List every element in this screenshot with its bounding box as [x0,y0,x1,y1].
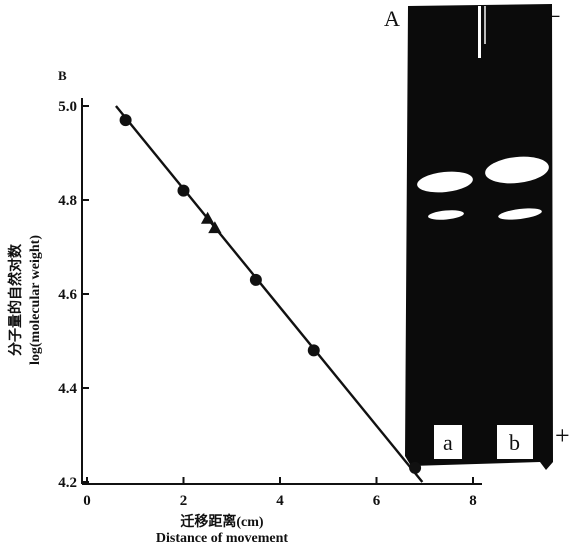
data-points [119,114,422,474]
panel-label-b: B [58,68,67,83]
data-point-circle [307,344,320,357]
lane-a-label-box [434,425,462,459]
x-tick-label: 8 [469,493,477,509]
x-tick-label: 6 [373,493,381,509]
positive-pole-label: + [555,421,570,450]
lane-b-band-lower [498,208,542,220]
x-tick-label: 2 [180,493,188,509]
y-tick-label: 4.8 [58,193,77,209]
fit-line [115,105,424,483]
lane-b-label-box [497,425,533,459]
x-ticks: 0 2 4 6 8 [83,477,477,509]
x-axis-title-cn: 迁移距离(cm) [180,513,264,530]
y-axis-title-en: log(molecular weight) [28,235,43,365]
lane-a-band-lower [428,210,464,220]
data-point-circle [177,184,190,197]
data-point-circle [409,461,422,474]
y-axis-title-cn-group: 分子量的自然对数 [7,243,24,356]
data-point-circle [119,114,132,127]
lane-b-label: b [509,430,520,455]
gel-image: a b [405,4,553,470]
gel-background [405,4,553,470]
data-point-circle [249,273,262,286]
x-axis-title-en: Distance of movement [156,531,289,546]
lane-a-band-upper [417,171,473,193]
data-point-triangle [200,211,215,224]
y-tick-label: 4.2 [58,475,77,491]
x-tick-label: 0 [83,493,91,509]
well-streak-b [484,6,486,44]
fit-line-group [115,105,424,483]
y-tick-label: 4.4 [58,381,77,397]
panel-label-a: A [384,6,400,31]
chart: 4.2 4.4 4.6 4.8 5.0 0 2 4 6 8 [58,98,482,509]
well-streak-a [478,6,481,58]
y-axis-title-en-group: log(molecular weight) [28,235,43,365]
y-tick-label: 5.0 [58,99,77,115]
lane-a-label: a [443,430,453,455]
lane-b-band-upper [485,156,549,184]
y-axis-title-cn: 分子量的自然对数 [7,243,24,356]
data-point-triangle [208,221,222,234]
x-tick-label: 4 [276,493,284,509]
y-tick-label: 4.6 [58,287,77,303]
y-ticks: 4.2 4.4 4.6 4.8 5.0 [58,99,89,491]
